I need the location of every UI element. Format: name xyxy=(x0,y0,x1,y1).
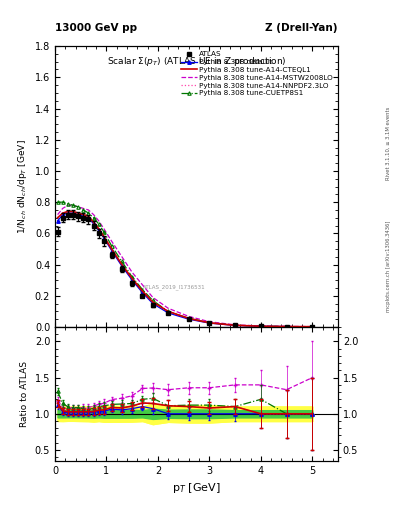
Text: Rivet 3.1.10, ≥ 3.1M events: Rivet 3.1.10, ≥ 3.1M events xyxy=(386,106,391,180)
Y-axis label: Ratio to ATLAS: Ratio to ATLAS xyxy=(20,361,29,427)
Text: Scalar $\Sigma(p_T)$ (ATLAS UE in Z production): Scalar $\Sigma(p_T)$ (ATLAS UE in Z prod… xyxy=(107,54,286,68)
Legend: ATLAS, Pythia 8.308 default, Pythia 8.308 tune-A14-CTEQL1, Pythia 8.308 tune-A14: ATLAS, Pythia 8.308 default, Pythia 8.30… xyxy=(180,50,334,98)
Text: ATLAS_2019_I1736531: ATLAS_2019_I1736531 xyxy=(143,285,205,290)
X-axis label: p$_T$ [GeV]: p$_T$ [GeV] xyxy=(172,481,221,495)
Y-axis label: 1/N$_{ch}$ dN$_{ch}$/dp$_T$ [GeV]: 1/N$_{ch}$ dN$_{ch}$/dp$_T$ [GeV] xyxy=(16,139,29,234)
Text: Z (Drell-Yan): Z (Drell-Yan) xyxy=(266,23,338,33)
Text: 13000 GeV pp: 13000 GeV pp xyxy=(55,23,137,33)
Text: mcplots.cern.ch [arXiv:1306.3436]: mcplots.cern.ch [arXiv:1306.3436] xyxy=(386,221,391,312)
